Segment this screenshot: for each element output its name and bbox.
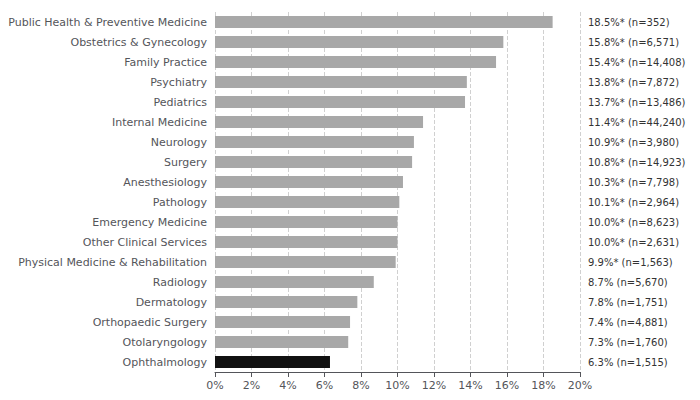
svg-text:14%: 14% <box>458 379 482 392</box>
svg-text:Surgery: Surgery <box>164 156 208 169</box>
svg-text:9.9%* (n=1,563): 9.9%* (n=1,563) <box>588 257 673 268</box>
svg-text:Physical Medicine & Rehabilita: Physical Medicine & Rehabilitation <box>18 256 207 269</box>
svg-text:7.3% (n=1,760): 7.3% (n=1,760) <box>588 337 668 348</box>
svg-text:Internal Medicine: Internal Medicine <box>112 116 207 129</box>
svg-text:0%: 0% <box>206 379 223 392</box>
svg-text:Anesthesiology: Anesthesiology <box>123 176 207 189</box>
svg-text:10.9%* (n=3,980): 10.9%* (n=3,980) <box>588 137 679 148</box>
svg-text:10.0%* (n=8,623): 10.0%* (n=8,623) <box>588 217 679 228</box>
svg-text:Family Practice: Family Practice <box>124 56 207 69</box>
svg-text:8%: 8% <box>352 379 369 392</box>
svg-text:13.7%* (n=13,486): 13.7%* (n=13,486) <box>588 97 686 108</box>
svg-text:Pediatrics: Pediatrics <box>154 96 208 109</box>
svg-text:Otolaryngology: Otolaryngology <box>123 336 208 349</box>
svg-text:12%: 12% <box>422 379 446 392</box>
svg-text:20%: 20% <box>568 379 592 392</box>
svg-text:10.0%* (n=2,631): 10.0%* (n=2,631) <box>588 237 679 248</box>
svg-text:18.5%* (n=352): 18.5%* (n=352) <box>588 17 670 28</box>
svg-text:8.7% (n=5,670): 8.7% (n=5,670) <box>588 277 668 288</box>
svg-text:6.3% (n=1,515): 6.3% (n=1,515) <box>588 357 668 368</box>
svg-text:Pathology: Pathology <box>153 196 208 209</box>
svg-text:6%: 6% <box>316 379 333 392</box>
svg-text:10%: 10% <box>385 379 409 392</box>
svg-text:10.1%* (n=2,964): 10.1%* (n=2,964) <box>588 197 679 208</box>
svg-text:Public Health & Preventive Med: Public Health & Preventive Medicine <box>8 16 207 29</box>
svg-text:Radiology: Radiology <box>153 276 208 289</box>
svg-text:16%: 16% <box>495 379 519 392</box>
svg-text:15.8%* (n=6,571): 15.8%* (n=6,571) <box>588 37 679 48</box>
svg-text:4%: 4% <box>279 379 296 392</box>
svg-text:Ophthalmology: Ophthalmology <box>123 356 208 369</box>
svg-text:13.8%* (n=7,872): 13.8%* (n=7,872) <box>588 77 679 88</box>
svg-text:18%: 18% <box>531 379 555 392</box>
svg-text:7.4% (n=4,881): 7.4% (n=4,881) <box>588 317 668 328</box>
svg-text:Neurology: Neurology <box>151 136 208 149</box>
svg-text:11.4%* (n=44,240): 11.4%* (n=44,240) <box>588 117 686 128</box>
svg-text:Dermatology: Dermatology <box>136 296 208 309</box>
svg-text:15.4%* (n=14,408): 15.4%* (n=14,408) <box>588 57 686 68</box>
svg-text:7.8% (n=1,751): 7.8% (n=1,751) <box>588 297 668 308</box>
svg-text:Other Clinical Services: Other Clinical Services <box>83 236 208 249</box>
svg-text:2%: 2% <box>243 379 260 392</box>
svg-text:Obstetrics & Gynecology: Obstetrics & Gynecology <box>70 36 207 49</box>
svg-text:Orthopaedic Surgery: Orthopaedic Surgery <box>93 316 208 329</box>
svg-text:10.3%* (n=7,798): 10.3%* (n=7,798) <box>588 177 679 188</box>
svg-text:10.8%* (n=14,923): 10.8%* (n=14,923) <box>588 157 686 168</box>
svg-text:Psychiatry: Psychiatry <box>150 76 207 89</box>
svg-text:Emergency Medicine: Emergency Medicine <box>92 216 207 229</box>
